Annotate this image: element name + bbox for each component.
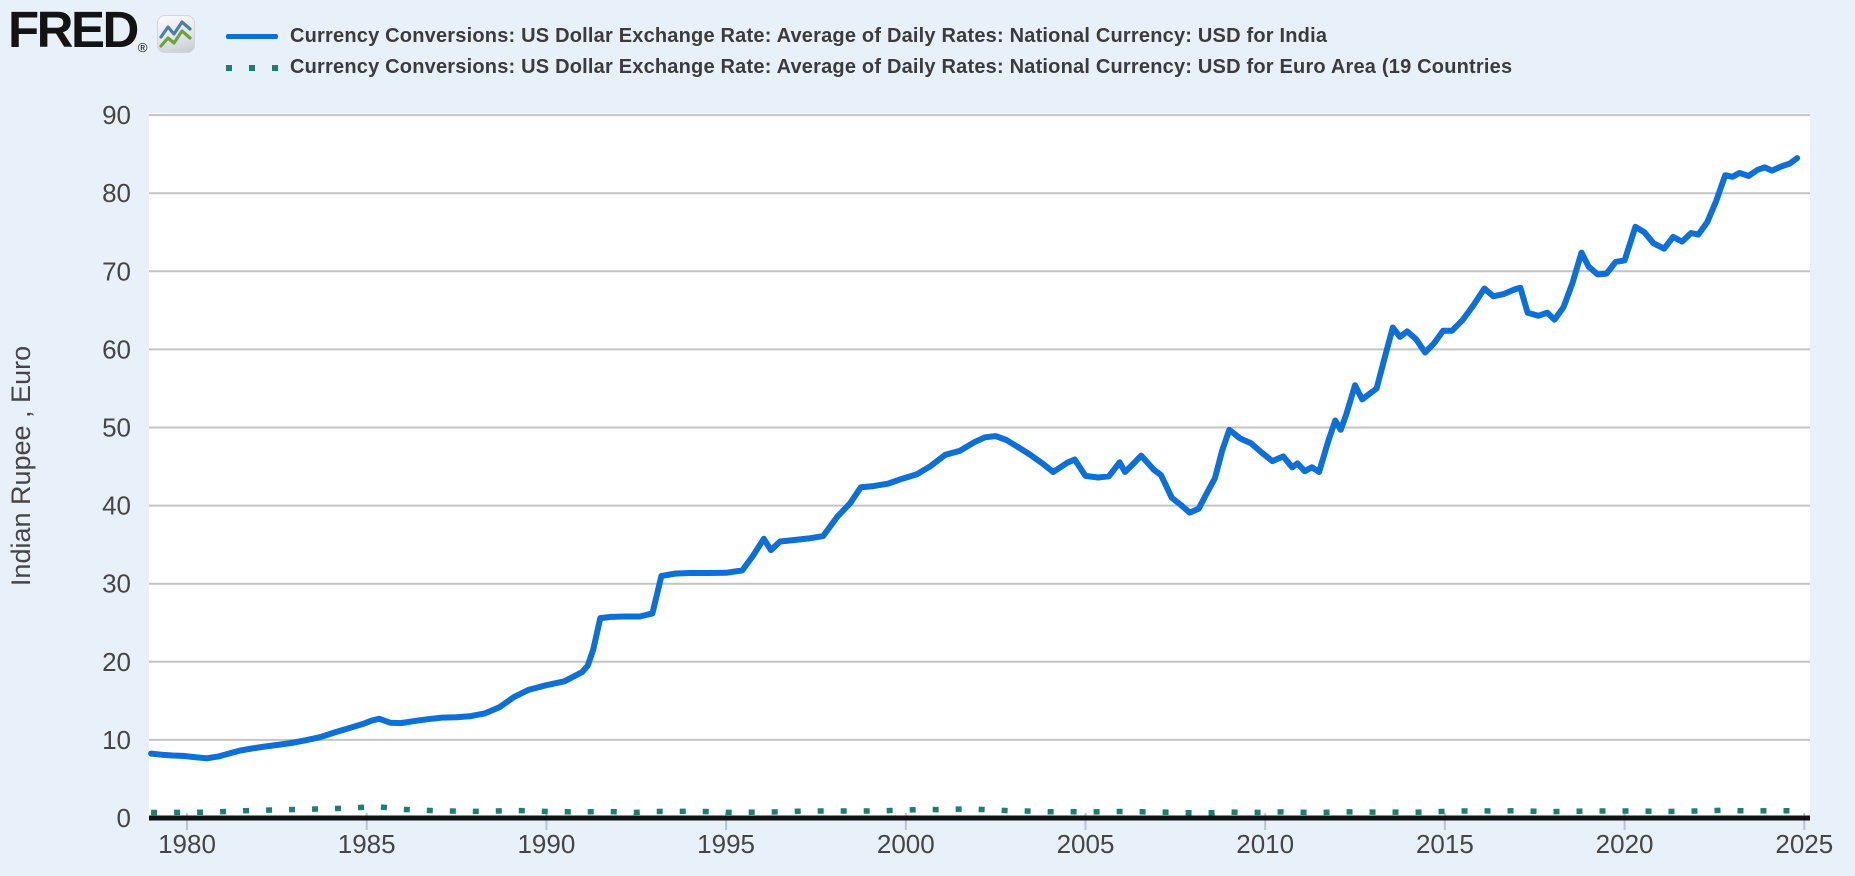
y-tick-label-20: 20 [102,647,131,677]
y-tick-label-90: 90 [102,100,131,130]
x-tick-label-2010: 2010 [1236,829,1294,859]
x-tick-label-2005: 2005 [1057,829,1115,859]
y-axis-title: Indian Rupee , Euro [6,346,36,586]
legend-label-euro-area[interactable]: Currency Conversions: US Dollar Exchange… [290,56,1513,78]
fred-sparkline-icon [157,15,196,53]
legend-item-india: Currency Conversions: US Dollar Exchange… [226,21,1512,52]
x-tick-label-2020: 2020 [1596,829,1654,859]
y-tick-label-0: 0 [117,803,131,833]
y-tick-label-40: 40 [102,491,131,521]
fred-logo[interactable]: FRED ® [8,1,196,58]
fred-logo-text: FRED [8,1,139,58]
legend-label-india[interactable]: Currency Conversions: US Dollar Exchange… [290,25,1328,47]
plot-area[interactable] [149,113,1810,818]
legend-line-swatch-india [226,34,278,39]
y-tick-label-80: 80 [102,178,131,208]
x-tick-label-2000: 2000 [877,829,935,859]
x-tick-label-1980: 1980 [158,829,216,859]
registered-trademark-mark: ® [137,40,148,55]
legend-line-swatch-euro-area [226,64,278,71]
chart-legend: Currency Conversions: US Dollar Exchange… [226,21,1512,83]
y-tick-label-30: 30 [102,569,131,599]
x-tick-label-2025: 2025 [1775,829,1833,859]
india-series-line [148,155,1801,762]
y-tick-label-50: 50 [102,413,131,443]
legend-item-euro-area: Currency Conversions: US Dollar Exchange… [226,52,1512,83]
x-tick-label-1985: 1985 [338,829,396,859]
y-tick-label-70: 70 [102,256,131,286]
x-tick-label-2015: 2015 [1416,829,1474,859]
x-tick-label-1990: 1990 [517,829,575,859]
x-tick-label-1995: 1995 [697,829,755,859]
y-tick-label-60: 60 [102,334,131,364]
y-tick-label-10: 10 [102,725,131,755]
